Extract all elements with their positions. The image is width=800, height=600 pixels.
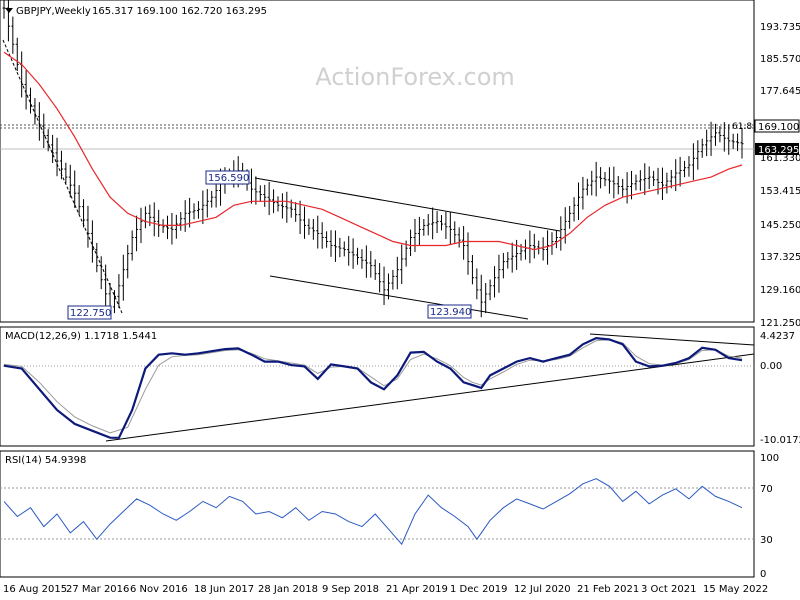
date-tick: 3 Oct 2021: [641, 584, 696, 595]
price-tick: 177.645: [760, 86, 800, 97]
date-tick: 21 Apr 2019: [386, 584, 448, 595]
annotation-low-2016: 122.750: [68, 306, 111, 319]
date-tick: 9 Sep 2018: [322, 584, 379, 595]
rsi-tick: 30: [760, 535, 773, 546]
svg-text:123.940: 123.940: [430, 307, 471, 318]
macd-tick: 4.4237: [760, 331, 795, 342]
watermark: ActionForex.com: [315, 63, 515, 91]
annotation-high: 156.590: [206, 171, 249, 184]
price-axis: 193.735 185.570 177.645 169.100 163.295 …: [755, 22, 800, 329]
date-tick: 28 Jan 2018: [258, 584, 318, 595]
ohlc-label: 165.317 169.100 162.720 163.295: [92, 6, 267, 17]
rsi-tick: 0: [760, 569, 766, 580]
rsi-panel: [0, 451, 754, 577]
price-panel: [0, 0, 754, 322]
price-tick: 129.160: [760, 285, 800, 296]
date-tick: 27 Mar 2016: [66, 584, 129, 595]
price-tick: 145.250: [760, 220, 800, 231]
price-tick: 137.325: [760, 252, 800, 263]
macd-title: MACD(12,26,9) 1.1718 1.5441: [5, 331, 157, 342]
svg-text:122.750: 122.750: [70, 308, 111, 319]
rsi-tick: 100: [760, 453, 779, 464]
svg-text:156.590: 156.590: [208, 173, 249, 184]
symbol-label: GBPJPY,Weekly: [16, 6, 91, 17]
price-tick: 161.330: [760, 153, 800, 164]
macd-tick: 0.00: [760, 361, 782, 372]
price-line-label: 169.100: [758, 122, 799, 133]
date-tick: 21 Feb 2021: [577, 584, 639, 595]
date-axis: 16 Aug 2015 27 Mar 2016 6 Nov 2016 18 Ju…: [3, 584, 768, 595]
annotation-low-2020: 123.940: [428, 305, 471, 318]
price-tick: 121.250: [760, 318, 800, 329]
date-tick: 12 Jul 2020: [514, 584, 571, 595]
date-tick: 18 Jun 2017: [194, 584, 254, 595]
price-tick: 185.570: [760, 54, 800, 65]
price-tick: 153.415: [760, 186, 800, 197]
rsi-tick: 70: [760, 484, 773, 495]
date-tick: 16 Aug 2015: [3, 584, 67, 595]
date-tick: 15 May 2022: [703, 584, 768, 595]
rsi-title: RSI(14) 54.9398: [5, 455, 86, 466]
price-tick: 193.735: [760, 22, 800, 33]
date-tick: 6 Nov 2016: [130, 584, 188, 595]
date-tick: 1 Dec 2019: [450, 584, 508, 595]
